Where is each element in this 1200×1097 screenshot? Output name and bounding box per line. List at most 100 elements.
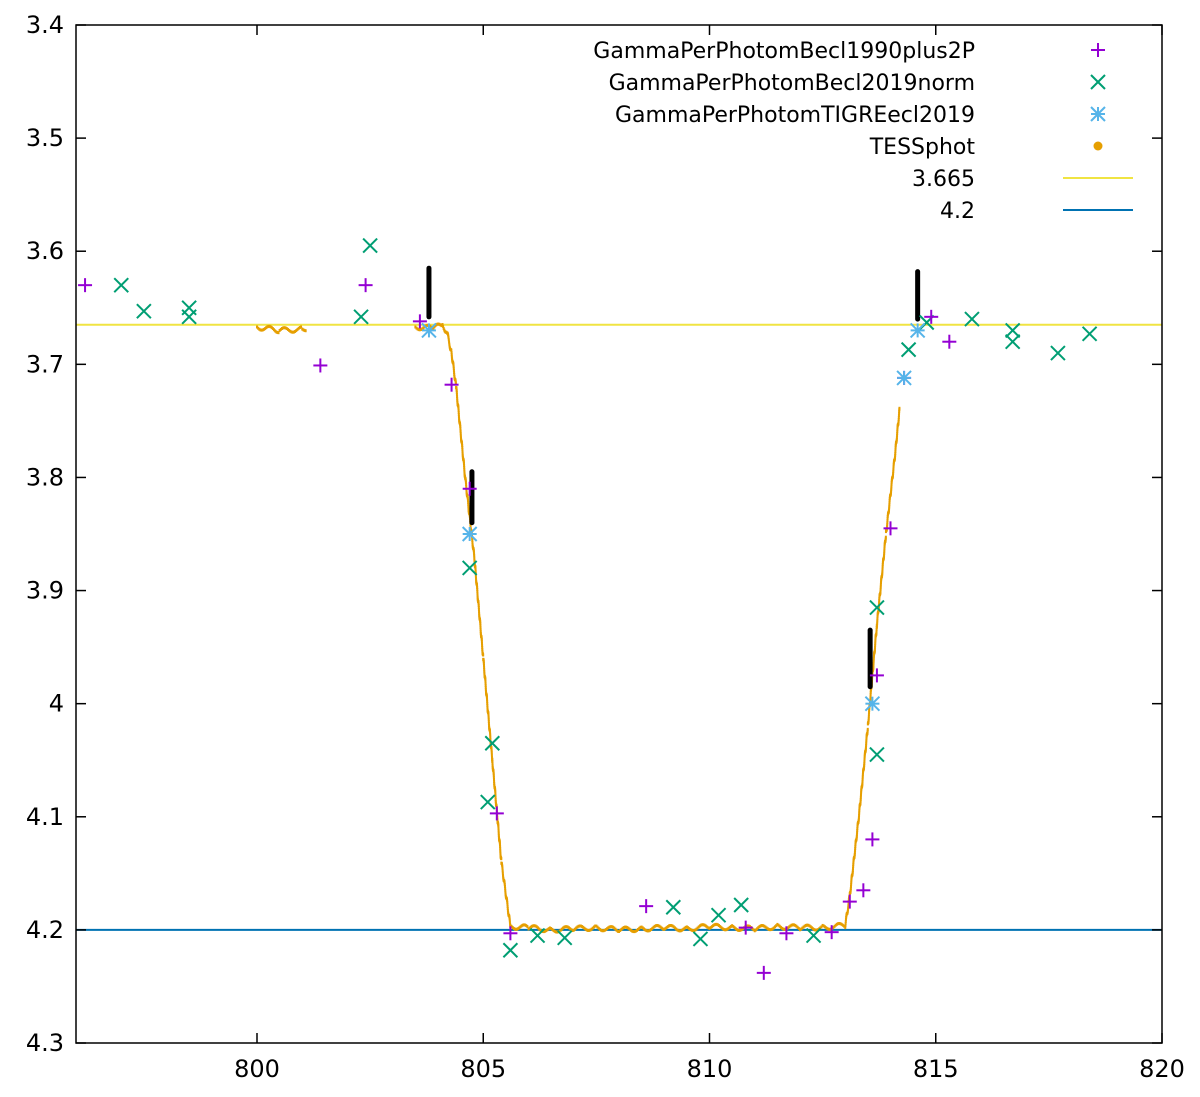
tess-point <box>876 621 879 625</box>
tess-point <box>277 331 280 335</box>
tess-point <box>487 719 490 723</box>
tess-point <box>291 330 294 334</box>
cross-stroke <box>353 309 369 325</box>
tess-point <box>476 590 479 594</box>
tess-point <box>448 342 451 346</box>
tess-point <box>483 668 486 672</box>
tess-point <box>494 799 497 803</box>
tess-point <box>452 364 455 368</box>
tess-point <box>551 927 554 931</box>
tess-point <box>782 927 785 931</box>
chart-marks <box>76 237 1162 980</box>
tess-point <box>886 523 889 527</box>
tess-point <box>804 923 807 927</box>
tess-point <box>508 920 511 924</box>
tess-point <box>882 555 885 559</box>
y-tick-label: 3.6 <box>26 237 64 265</box>
tess-point <box>259 328 262 332</box>
data-point <box>842 894 857 909</box>
tess-point <box>822 924 825 928</box>
tess-point <box>491 762 494 766</box>
cross-stroke <box>1004 334 1021 350</box>
tess-point <box>816 928 819 932</box>
tess-point <box>810 926 813 930</box>
data-point <box>444 377 459 392</box>
tess-point <box>461 452 464 456</box>
tess-point <box>669 923 672 927</box>
tess-point <box>471 541 474 545</box>
tess-point <box>894 445 897 449</box>
tess-point <box>888 501 891 505</box>
tess-point <box>702 923 705 927</box>
tess-point <box>465 483 468 487</box>
tess-point <box>420 327 423 331</box>
tess-point <box>728 925 731 929</box>
tess-point <box>892 467 895 471</box>
tess-point <box>501 865 504 869</box>
tess-point <box>552 928 555 932</box>
tess-point <box>268 324 271 328</box>
tess-point <box>725 928 728 932</box>
tess-point <box>710 925 713 929</box>
tess-point <box>614 927 617 931</box>
tess-point <box>504 891 507 895</box>
tess-point <box>726 927 729 931</box>
tess-point <box>566 925 569 929</box>
tess-point <box>851 870 854 874</box>
tess-point <box>258 327 261 331</box>
tess-point <box>473 554 476 558</box>
tess-point <box>450 353 453 357</box>
tess-point <box>884 537 887 541</box>
tess-point <box>760 924 763 928</box>
tess-point <box>892 471 895 475</box>
tess-point <box>448 340 451 344</box>
data-point <box>924 309 939 324</box>
tess-point <box>794 923 797 927</box>
tess-point <box>695 927 698 931</box>
tess-point <box>874 643 877 647</box>
tess-point <box>684 925 687 929</box>
tess-point <box>716 923 719 927</box>
tess-point <box>853 853 856 857</box>
tess-point <box>524 923 527 927</box>
tess-point <box>852 862 855 866</box>
tess-point <box>664 927 667 931</box>
tess-point <box>855 835 858 839</box>
tess-point <box>773 925 776 929</box>
tess-point <box>886 525 889 529</box>
cross-stroke <box>964 311 980 327</box>
tess-point <box>844 926 847 930</box>
tess-point <box>896 434 899 438</box>
tess-point <box>890 487 893 491</box>
tess-point <box>535 925 538 929</box>
tess-point <box>865 741 868 745</box>
tess-point <box>504 889 507 893</box>
tess-point <box>855 833 858 837</box>
tess-point <box>860 789 863 793</box>
tess-point <box>879 587 882 591</box>
cross-stroke <box>484 735 501 751</box>
tess-point <box>881 569 884 573</box>
tess-point <box>628 927 631 931</box>
tess-point <box>622 926 625 930</box>
tess-point <box>506 899 509 903</box>
tess-point <box>486 701 489 705</box>
tess-point <box>858 811 861 815</box>
tess-point <box>881 565 884 569</box>
tess-point <box>875 629 878 633</box>
tess-point <box>886 514 889 518</box>
tess-point <box>486 699 489 703</box>
tess-point <box>646 929 649 933</box>
tess-point <box>791 923 794 927</box>
data-point <box>824 925 839 940</box>
tess-point <box>875 628 878 632</box>
tess-point <box>665 926 668 930</box>
data-point <box>136 303 152 319</box>
y-tick-label: 3.5 <box>26 124 64 152</box>
tess-point <box>525 924 528 928</box>
legend: GammaPerPhotomBecl1990plus2P GammaPerPhot… <box>593 39 1133 224</box>
tess-point <box>637 927 640 931</box>
x-tick-label: 815 <box>913 1055 959 1083</box>
tess-point <box>284 326 287 330</box>
